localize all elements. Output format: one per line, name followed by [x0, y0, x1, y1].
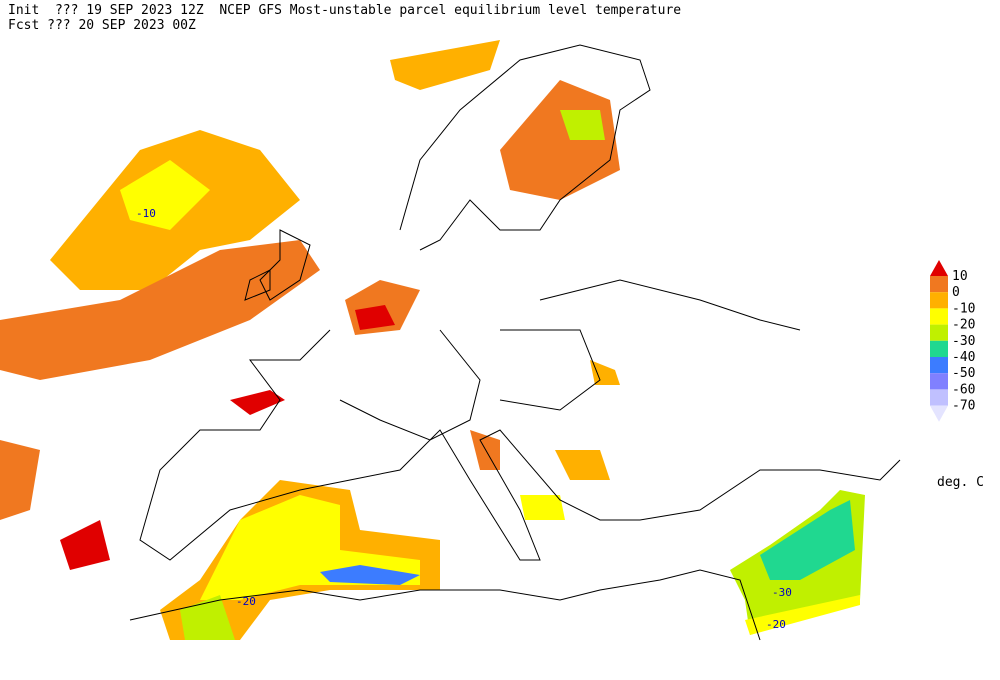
legend-label: -40 — [952, 350, 975, 365]
contour-label: -30 — [772, 586, 792, 599]
legend-label: -10 — [952, 301, 975, 316]
field-area — [470, 430, 500, 470]
border — [539, 279, 801, 331]
contour-label: -20 — [766, 618, 786, 631]
field-area — [320, 565, 420, 585]
legend-label: 10 — [952, 269, 968, 284]
coastline — [139, 329, 901, 561]
coastline — [244, 269, 271, 301]
field-area — [745, 595, 860, 635]
field-area — [560, 110, 605, 140]
legend-label: 0 — [952, 285, 960, 300]
field-area — [120, 160, 210, 230]
coastlines — [129, 44, 901, 641]
field-area — [390, 40, 500, 90]
legend-swatch — [930, 308, 948, 325]
field-area — [60, 520, 110, 570]
field-area — [0, 240, 320, 380]
legend: 100-10 -20-30-40-50-60 -70 — [930, 260, 975, 422]
legend-swatch — [930, 357, 948, 374]
field-area — [520, 495, 565, 520]
legend-swatch — [930, 292, 948, 309]
coastline — [129, 569, 761, 641]
legend-label: -20 — [952, 318, 975, 333]
field-area — [555, 450, 610, 480]
field — [0, 40, 865, 640]
legend-swatch — [930, 324, 948, 341]
coastline — [259, 229, 311, 301]
border — [499, 329, 601, 411]
legend-swatch — [930, 373, 948, 390]
field-area — [760, 500, 855, 580]
legend-arrow — [930, 405, 948, 422]
legend-swatch — [930, 340, 948, 357]
legend-swatch — [930, 276, 948, 293]
border — [339, 329, 481, 441]
field-area — [0, 440, 40, 520]
legend-label: -60 — [952, 382, 975, 397]
header-line: Init ??? 19 SEP 2023 12Z NCEP GFS Most-u… — [8, 3, 681, 18]
legend-label: -30 — [952, 334, 975, 349]
field-area — [230, 390, 285, 415]
header-line: Fcst ??? 20 SEP 2023 00Z — [8, 18, 196, 33]
contour-label: -10 — [136, 207, 156, 220]
field-area — [355, 305, 395, 330]
legend-arrow — [930, 260, 948, 276]
coastline — [399, 44, 651, 251]
contour-label: -20 — [236, 595, 256, 608]
legend-swatch — [930, 389, 948, 406]
legend-label: -50 — [952, 366, 975, 381]
field-area — [590, 360, 620, 385]
legend-unit: deg. C — [937, 475, 984, 490]
legend-label: -70 — [952, 399, 975, 414]
